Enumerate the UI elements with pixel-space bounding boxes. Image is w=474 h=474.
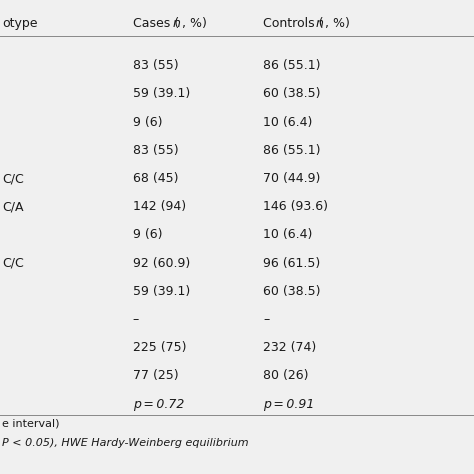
Text: P < 0.05), HWE Hardy-Weinberg equilibrium: P < 0.05), HWE Hardy-Weinberg equilibriu… [2,438,249,448]
Text: 232 (74): 232 (74) [263,341,316,354]
Text: –: – [263,313,269,326]
Text: 60 (38.5): 60 (38.5) [263,87,320,100]
Text: 225 (75): 225 (75) [133,341,186,354]
Text: 59 (39.1): 59 (39.1) [133,285,190,298]
Text: –: – [133,313,139,326]
Text: 86 (55.1): 86 (55.1) [263,144,320,157]
Text: C/C: C/C [2,257,24,270]
Text: 146 (93.6): 146 (93.6) [263,200,328,213]
Text: 9 (6): 9 (6) [133,116,162,128]
Text: 70 (44.9): 70 (44.9) [263,172,320,185]
Text: 92 (60.9): 92 (60.9) [133,257,190,270]
Text: Controls (: Controls ( [263,17,324,29]
Text: p = 0.91: p = 0.91 [263,398,314,410]
Text: n: n [316,17,324,29]
Text: e interval): e interval) [2,419,60,428]
Text: , %): , %) [325,17,350,29]
Text: 96 (61.5): 96 (61.5) [263,257,320,270]
Text: 80 (26): 80 (26) [263,370,309,383]
Text: , %): , %) [182,17,207,29]
Text: Cases (: Cases ( [133,17,179,29]
Text: C/A: C/A [2,200,24,213]
Text: 60 (38.5): 60 (38.5) [263,285,320,298]
Text: 86 (55.1): 86 (55.1) [263,59,320,72]
Text: 9 (6): 9 (6) [133,228,162,241]
Text: 77 (25): 77 (25) [133,370,178,383]
Text: 68 (45): 68 (45) [133,172,178,185]
Text: n: n [173,17,181,29]
Text: 142 (94): 142 (94) [133,200,186,213]
Text: otype: otype [2,17,38,29]
Text: 10 (6.4): 10 (6.4) [263,228,312,241]
Text: 59 (39.1): 59 (39.1) [133,87,190,100]
Text: p = 0.72: p = 0.72 [133,398,184,410]
Text: C/C: C/C [2,172,24,185]
Text: 10 (6.4): 10 (6.4) [263,116,312,128]
Text: 83 (55): 83 (55) [133,144,178,157]
Text: 83 (55): 83 (55) [133,59,178,72]
